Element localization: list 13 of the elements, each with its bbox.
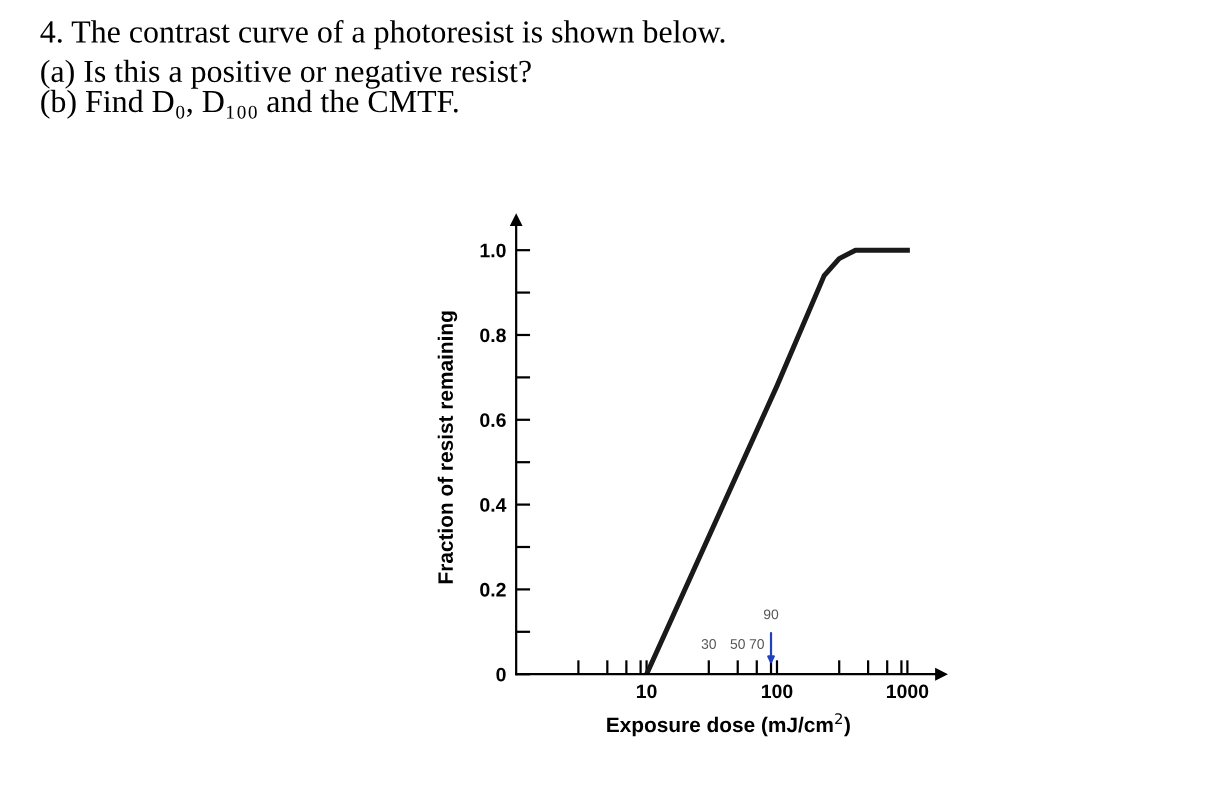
- x-tick-label: 10: [636, 684, 657, 699]
- y-axis-title: Fraction of resist remaining: [437, 311, 458, 584]
- x-axis-title: Exposure dose (mJ/cm$^{2}$): [607, 713, 850, 737]
- y-tick-label: 0.8: [480, 328, 506, 343]
- chart-subtitle: (a) Is this a positive or negative resist? (b) Find D₀, D₁₀₀ and the CMTF.: [41, 59, 531, 119]
- x-tick-label: 100: [761, 684, 793, 699]
- chart-title: 4. The contrast curve of a photoresist is shown below.: [40, 19, 725, 50]
- y-tick-label: 0.2: [480, 582, 506, 597]
- y-tick-label: 1.0: [480, 243, 506, 258]
- y-tick-label: 0.6: [480, 413, 506, 428]
- x-tick-label: 1000: [886, 684, 929, 699]
- y-tick-label: 0: [496, 667, 506, 682]
- y-tick-label: 0.4: [480, 498, 507, 512]
